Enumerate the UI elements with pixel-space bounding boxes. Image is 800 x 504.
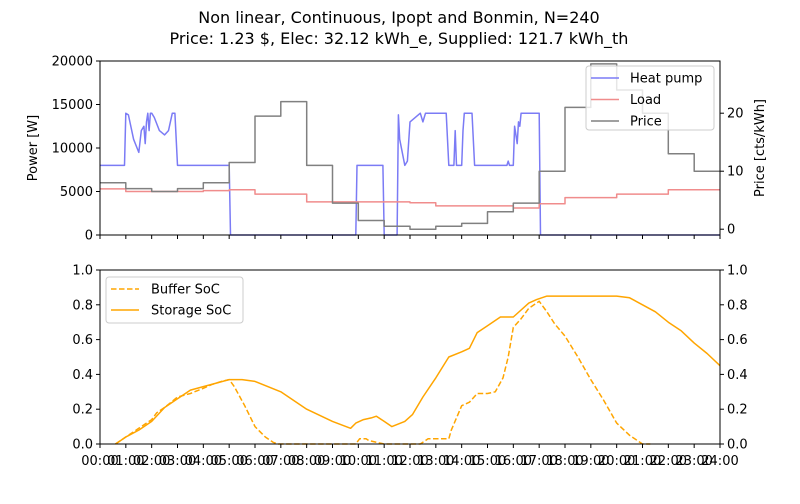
soc-left-tick-label: 0.8 [72,298,93,313]
power-tick-label: 10000 [52,142,93,157]
time-tick-label: 18:00 [546,454,583,469]
time-tick-label: 22:00 [650,454,687,469]
time-tick-label: 14:00 [443,454,480,469]
time-tick-label: 12:00 [391,454,428,469]
time-tick-label: 03:00 [159,454,196,469]
time-tick-label: 15:00 [469,454,506,469]
chart-title-line1: Non linear, Continuous, Ipopt and Bonmin… [198,8,599,27]
storage-soc-line [115,295,721,445]
bottom-legend-box [105,276,244,324]
time-tick-label: 20:00 [598,454,635,469]
price-legend-label: Price [630,115,662,130]
soc-left-tick-label: 1.0 [72,264,93,279]
time-tick-label: 13:00 [417,454,454,469]
top-legend: Heat pump Load Price [585,65,715,131]
soc-right-tick-label: 0.0 [727,438,748,453]
time-tick-label: 05:00 [210,454,247,469]
time-tick-label: 04:00 [185,454,222,469]
time-tick-label: 24:00 [701,454,738,469]
bottom-legend: Buffer SoC Storage SoC [105,276,244,324]
time-tick-label: 07:00 [262,454,299,469]
price-axis-label: Price [cts/kWh] [753,99,768,197]
time-tick-label: 11:00 [365,454,402,469]
time-tick-label: 17:00 [520,454,557,469]
time-tick-label: 06:00 [236,454,273,469]
soc-left-tick-label: 0.6 [72,333,93,348]
soc-left-tick-label: 0.2 [72,403,93,418]
top-panel: Power [W] Price [cts/kWh] 0 5000 10000 1500… [26,55,768,244]
price-tick-label: 0 [727,223,735,238]
time-tick-label: 19:00 [572,454,609,469]
load-line [100,188,720,209]
chart-title-line2: Price: 1.23 $, Elec: 32.12 kWh_e, Suppli… [170,29,629,49]
soc-left-tick-label: 0.0 [72,438,93,453]
soc-left-tick-label: 0.4 [72,368,93,383]
time-tick-label: 08:00 [288,454,325,469]
time-tick-label: 00:00 [81,454,118,469]
soc-right-tick-label: 0.8 [727,298,748,313]
time-tick-label: 16:00 [495,454,532,469]
power-tick-label: 20000 [52,55,93,70]
storage-soc-legend-label: Storage SoC [151,304,231,319]
power-tick-label: 5000 [60,185,93,200]
power-axis-label: Power [W] [26,115,41,181]
heat-pump-line [100,112,720,236]
time-tick-label: 23:00 [675,454,712,469]
price-tick-label: 10 [727,165,744,180]
time-tick-label: 21:00 [624,454,661,469]
time-tick-label: 02:00 [133,454,170,469]
soc-right-tick-label: 0.2 [727,403,748,418]
bottom-panel: 0.0 0.0 0.2 0.2 0.4 0.4 0.6 0.6 0.8 0.8 1.0 1.0 00:0… [72,264,747,470]
soc-right-tick-label: 0.4 [727,368,748,383]
load-legend-label: Load [630,93,661,108]
top-legend-box [585,65,715,131]
soc-right-tick-label: 1.0 [727,264,748,279]
time-tick-label: 01:00 [107,454,144,469]
power-tick-label: 15000 [52,98,93,113]
buffer-soc-legend-label: Buffer SoC [151,283,220,298]
heat-pump-legend-label: Heat pump [630,72,702,87]
price-tick-label: 20 [727,107,744,122]
time-tick-label: 10:00 [340,454,377,469]
power-tick-label: 0 [85,229,93,244]
time-tick-label: 09:00 [314,454,351,469]
soc-right-tick-label: 0.6 [727,333,748,348]
